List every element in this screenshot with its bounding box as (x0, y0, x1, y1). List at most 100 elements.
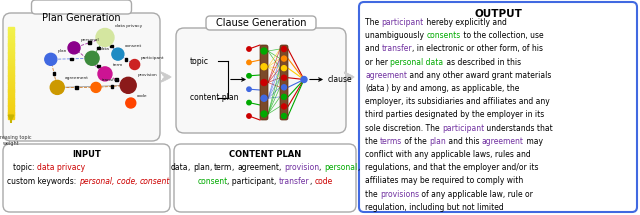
Text: (: ( (365, 84, 368, 93)
Text: , code,: , code, (111, 177, 140, 186)
Circle shape (126, 98, 136, 108)
Text: transfer: transfer (102, 78, 119, 82)
Circle shape (282, 94, 287, 99)
FancyBboxPatch shape (174, 144, 356, 212)
FancyBboxPatch shape (260, 45, 268, 120)
Text: third parties designated by the employer in its: third parties designated by the employer… (365, 110, 544, 119)
Text: consents: consents (426, 31, 461, 40)
Text: consent: consent (125, 44, 142, 48)
Text: personal: personal (324, 163, 357, 172)
Bar (97, 47, 100, 49)
Text: topic: topic (190, 57, 209, 66)
Text: and any other award grant materials: and any other award grant materials (407, 71, 552, 80)
Bar (8, 41, 14, 44)
Bar (8, 108, 14, 110)
Text: ,: , (279, 163, 284, 172)
Bar (8, 45, 14, 48)
Text: and: and (365, 45, 382, 53)
Bar (8, 117, 14, 120)
Circle shape (282, 56, 287, 61)
Text: agreement: agreement (237, 163, 279, 172)
Bar (8, 57, 14, 60)
Bar (76, 86, 78, 89)
Circle shape (45, 53, 57, 65)
Circle shape (247, 60, 252, 64)
Circle shape (282, 46, 287, 52)
Bar (97, 65, 100, 67)
Bar (125, 58, 127, 60)
Circle shape (247, 47, 252, 51)
Text: The: The (365, 18, 381, 27)
Text: data: data (170, 163, 188, 172)
Circle shape (261, 111, 267, 117)
Bar (8, 34, 14, 37)
Bar (8, 101, 14, 103)
Bar (92, 85, 94, 88)
FancyBboxPatch shape (3, 13, 160, 141)
Bar (8, 80, 14, 83)
FancyBboxPatch shape (3, 144, 170, 212)
Bar (8, 64, 14, 67)
FancyBboxPatch shape (31, 0, 131, 14)
Bar (8, 52, 14, 55)
Bar (8, 48, 14, 51)
Text: Plan Generation: Plan Generation (42, 13, 121, 23)
Circle shape (282, 85, 287, 90)
Circle shape (261, 64, 267, 70)
Bar (8, 71, 14, 74)
Text: regulations, and that the employer and/or its: regulations, and that the employer and/o… (365, 163, 538, 172)
Text: code: code (137, 94, 147, 98)
Circle shape (247, 114, 252, 118)
Text: term: term (214, 163, 232, 172)
Bar (8, 68, 14, 71)
Bar (8, 73, 14, 76)
Circle shape (85, 51, 99, 65)
Text: Clause Generation: Clause Generation (216, 18, 307, 28)
Text: , participant,: , participant, (227, 177, 279, 186)
Bar (8, 89, 14, 92)
Bar (53, 72, 55, 75)
Bar (8, 50, 14, 53)
Text: participant: participant (381, 18, 424, 27)
Bar (8, 91, 14, 94)
Text: content plan: content plan (190, 94, 239, 103)
Text: the: the (365, 137, 380, 146)
Bar (8, 75, 14, 78)
Text: or her: or her (365, 58, 390, 67)
Text: provisions: provisions (380, 190, 419, 199)
Circle shape (130, 60, 140, 69)
Text: regulation, including but not limited: regulation, including but not limited (365, 203, 504, 212)
Text: employer, its subsidiaries and affiliates and any: employer, its subsidiaries and affiliate… (365, 97, 550, 106)
Text: agreement: agreement (365, 71, 407, 80)
Bar (8, 59, 14, 62)
Bar (8, 114, 14, 117)
Bar (8, 66, 14, 69)
Text: conflict with any applicable laws, rules and: conflict with any applicable laws, rules… (365, 150, 531, 159)
Text: may: may (524, 137, 543, 146)
Text: of the: of the (403, 137, 429, 146)
Bar (110, 45, 113, 47)
Text: sole discretion. The: sole discretion. The (365, 124, 442, 133)
Bar (8, 38, 14, 41)
Text: affiliates may be required to comply with: affiliates may be required to comply wit… (365, 176, 524, 185)
Circle shape (112, 48, 124, 60)
Text: , in electronic or other form, of his: , in electronic or other form, of his (413, 45, 543, 53)
Bar (8, 110, 14, 113)
Bar (8, 98, 14, 101)
Text: ,: , (357, 163, 360, 172)
Bar (8, 43, 14, 46)
Text: transfer: transfer (279, 177, 310, 186)
Bar (8, 78, 14, 80)
Text: ,: , (232, 163, 237, 172)
Text: ,: , (188, 163, 193, 172)
Bar (8, 61, 14, 64)
Text: unambiguously: unambiguously (365, 31, 426, 40)
Bar (8, 87, 14, 90)
Circle shape (247, 100, 252, 105)
Text: data privacy: data privacy (37, 163, 85, 172)
Text: hereby explicitly and: hereby explicitly and (424, 18, 507, 27)
Text: consent: consent (197, 177, 227, 186)
Bar (8, 105, 14, 108)
Text: plan: plan (429, 137, 446, 146)
Text: data privacy: data privacy (115, 25, 142, 28)
